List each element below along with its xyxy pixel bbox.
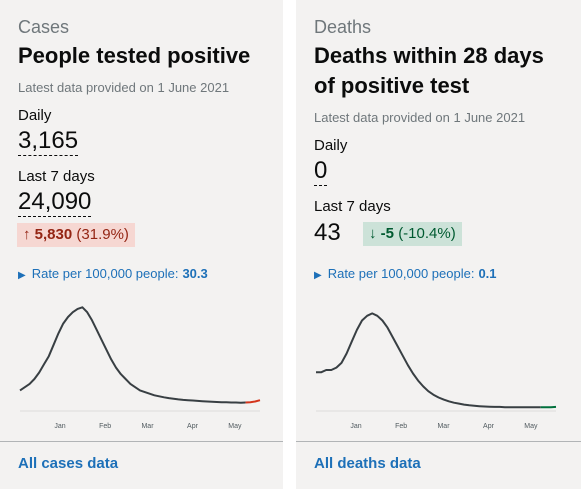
cases-chart-series-line — [19, 306, 246, 404]
deaths-category: Deaths — [314, 17, 372, 37]
cases-category: Cases — [18, 17, 70, 37]
deaths-chart-tick-apr: Apr — [483, 423, 495, 430]
cases-daily-label: Daily — [18, 107, 52, 124]
cases-change-value: 5,830 — [34, 226, 73, 243]
deaths-title: Deaths within 28 days of positive test — [314, 41, 544, 101]
deaths-chart-tick-mar: Mar — [437, 423, 450, 430]
cases-latest-date: Latest data provided on 1 June 2021 — [18, 80, 230, 95]
cases-chart: JanFebMarAprMayJun — [19, 306, 261, 430]
triangle-right-icon: ▶ — [18, 270, 26, 281]
cases-chart-tick-feb: Feb — [99, 423, 111, 430]
deaths-title-line1: Deaths within 28 days — [314, 43, 544, 68]
deaths-latest-date: Latest data provided on 1 June 2021 — [314, 110, 526, 125]
all-deaths-link[interactable]: All deaths data — [314, 455, 421, 472]
deaths-card: Deaths Deaths within 28 days of positive… — [296, 0, 581, 489]
deaths-change-badge: ↓ -5 (-10.4%) — [363, 222, 462, 246]
cases-change-badge: ↑ 5,830 (31.9%) — [17, 223, 135, 247]
cases-chart-tick-jan: Jan — [54, 423, 65, 430]
deaths-title-line2: of positive test — [314, 73, 470, 98]
deaths-rate-label: Rate per 100,000 people: — [327, 266, 475, 281]
deaths-chart-tick-may: May — [524, 423, 538, 430]
cases-rate-toggle[interactable]: ▶ Rate per 100,000 people: 30.3 — [18, 266, 208, 281]
deaths-chart-tick-jan: Jan — [350, 423, 361, 430]
deaths-daily-label: Daily — [314, 137, 348, 154]
cases-rate-value: 30.3 — [182, 266, 208, 281]
cases-change-pct: (31.9%) — [76, 226, 129, 243]
cases-chart-tick-mar: Mar — [141, 423, 154, 430]
deaths-rate-toggle[interactable]: ▶ Rate per 100,000 people: 0.1 — [314, 266, 497, 281]
arrow-up-icon: ↑ — [23, 226, 31, 243]
deaths-change-pct: (-10.4%) — [398, 225, 456, 242]
cases-card: Cases People tested positive Latest data… — [0, 0, 283, 489]
all-cases-link[interactable]: All cases data — [18, 455, 119, 472]
cases-last7-label: Last 7 days — [18, 168, 95, 185]
deaths-last7-value[interactable]: 43 — [314, 219, 341, 246]
arrow-down-icon: ↓ — [369, 225, 377, 242]
deaths-rate-value: 0.1 — [478, 266, 497, 281]
deaths-chart-tick-feb: Feb — [395, 423, 407, 430]
cases-daily-value[interactable]: 3,165 — [18, 127, 79, 156]
deaths-last7-label: Last 7 days — [314, 198, 391, 215]
deaths-change-value: -5 — [380, 225, 395, 242]
cases-chart-tick-apr: Apr — [187, 423, 199, 430]
cases-divider — [0, 441, 283, 442]
cases-rate-label: Rate per 100,000 people: — [31, 266, 179, 281]
deaths-divider — [296, 441, 581, 442]
triangle-right-icon: ▶ — [314, 270, 322, 281]
cases-chart-recent-line — [245, 399, 261, 404]
cases-title: People tested positive — [18, 43, 251, 68]
deaths-chart-series-line — [316, 312, 541, 409]
deaths-daily-value[interactable]: 0 — [314, 157, 328, 186]
cases-last7-value[interactable]: 24,090 — [18, 188, 92, 217]
deaths-chart: JanFebMarAprMayJun — [316, 312, 557, 430]
cases-chart-tick-may: May — [228, 423, 242, 430]
